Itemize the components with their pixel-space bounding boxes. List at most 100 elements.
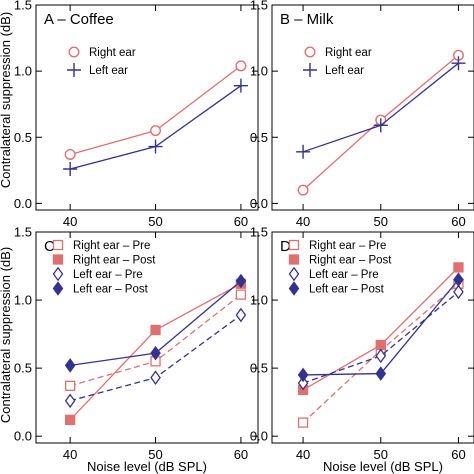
y-tick-label: 0.5: [250, 361, 268, 376]
legend-label: Left ear – Pre: [309, 269, 379, 281]
legend-label: Right ear: [325, 47, 372, 59]
data-point: [65, 380, 76, 391]
ylabel-top: Contralateral suppression (dB): [0, 12, 13, 188]
y-tick-label: 1.5: [14, 0, 32, 13]
legend-marker: [303, 63, 317, 77]
legend-label: Left ear – Post: [73, 284, 149, 296]
data-point: [235, 307, 247, 323]
legend-marker: [67, 63, 81, 77]
y-tick-label: 1.5: [14, 225, 32, 240]
data-point: [297, 184, 309, 196]
data-point: [235, 60, 247, 72]
data-point: [375, 366, 387, 381]
x-tick-label: 60: [451, 447, 465, 462]
data-point: [64, 393, 76, 409]
panel-title: A – Coffee: [44, 11, 114, 28]
legend-label: Left ear: [89, 65, 128, 77]
y-tick-label: 1.0: [250, 64, 268, 79]
plot-frame: [35, 4, 259, 211]
x-tick-label: 40: [296, 447, 310, 462]
y-tick-label: 1.0: [14, 293, 32, 308]
data-point: [235, 273, 247, 289]
legend-label: Right ear: [89, 47, 136, 59]
x-tick-label: 60: [451, 214, 465, 229]
data-point: [453, 262, 464, 273]
data-point: [375, 339, 386, 351]
data-point: [373, 118, 388, 133]
panel-title: C: [44, 238, 55, 255]
legend: Right ear – Pre Right ear – Post Left ear …: [288, 239, 392, 296]
legend: Right ear – Pre Right ear – Post Left ear …: [52, 239, 156, 296]
legend-marker: [288, 239, 300, 251]
data-point: [148, 139, 163, 154]
data-point: [375, 348, 387, 364]
data-point: [150, 125, 162, 137]
y-tick-label: 0.0: [250, 429, 268, 444]
data-point: [64, 358, 76, 373]
legend-marker: [288, 266, 300, 282]
data-point: [63, 162, 78, 176]
legend-label: Right ear – Pre: [309, 240, 386, 252]
x-tick-label: 50: [374, 447, 388, 462]
y-tick-label: 1.5: [250, 0, 268, 13]
data-point: [297, 417, 309, 428]
y-tick-label: 0.5: [250, 130, 268, 145]
plot-frame: [35, 231, 259, 444]
panel-2: 0.0 0.5 1.0 1.5 40 50 60 B – Milk Right ear Left …: [250, 0, 474, 229]
xlabel-right: Noise level (dB SPL): [323, 459, 443, 474]
x-tick-label: 40: [63, 447, 77, 462]
legend-marker: [288, 281, 300, 296]
panel-title: D: [280, 238, 291, 255]
data-point: [150, 324, 161, 336]
legend-marker: [52, 254, 64, 265]
x-tick-label: 60: [234, 214, 248, 229]
data-point: [233, 78, 248, 93]
x-tick-label: 50: [374, 214, 388, 229]
data-point: [150, 370, 161, 385]
legend-marker: [52, 239, 64, 251]
legend-label: Right ear – Post: [309, 255, 392, 267]
y-tick-label: 0.0: [14, 196, 32, 211]
legend-marker: [288, 254, 300, 265]
x-tick-label: 40: [63, 214, 77, 229]
ylabel-bottom: Contralateral suppression (dB): [0, 247, 13, 423]
xlabel-left: Noise level (dB SPL): [87, 459, 207, 474]
data-point: [297, 375, 309, 391]
data-point: [451, 56, 466, 71]
data-point: [297, 367, 309, 383]
y-tick-label: 1.5: [250, 225, 268, 240]
legend-label: Right ear – Post: [73, 255, 156, 267]
plot-frame: [271, 231, 474, 444]
legend-marker: [52, 266, 64, 282]
panel-3: 0.00.51.01.540 50 60C Right ear – PreRight …: [14, 225, 259, 462]
legend: Right ear Left ear: [303, 46, 372, 77]
legend-label: Right ear – Pre: [73, 240, 150, 252]
x-tick-label: 60: [234, 447, 248, 462]
y-tick-label: 0.0: [14, 429, 32, 444]
panel-title: B – Milk: [280, 11, 334, 28]
panel-4: 0.00.51.01.540 50 60D Right ear – PreRight …: [250, 225, 474, 462]
legend-marker: [68, 46, 80, 58]
y-tick-label: 1.0: [250, 293, 268, 308]
data-point: [453, 272, 464, 287]
x-tick-label: 50: [148, 214, 162, 229]
y-tick-label: 0.5: [14, 361, 32, 376]
legend-label: Left ear – Pre: [73, 269, 143, 281]
x-tick-label: 50: [148, 447, 162, 462]
data-point: [296, 144, 311, 159]
legend-marker: [52, 281, 64, 296]
legend: Right ear Left ear: [67, 46, 136, 77]
x-tick-label: 40: [296, 214, 310, 229]
panel-1: 0.0 0.5 1.0 1.5 40 50 60 A – Coffee Right ear Lef…: [14, 0, 259, 229]
plot-frame: [271, 4, 474, 211]
legend-label: Left ear: [325, 65, 364, 77]
data-point: [150, 345, 161, 361]
data-point: [64, 148, 76, 160]
y-tick-label: 0.0: [250, 196, 268, 211]
y-tick-label: 1.0: [14, 64, 32, 79]
data-point: [65, 414, 76, 426]
data-point: [453, 284, 464, 300]
legend-marker: [304, 46, 316, 58]
y-tick-label: 0.5: [14, 130, 32, 145]
